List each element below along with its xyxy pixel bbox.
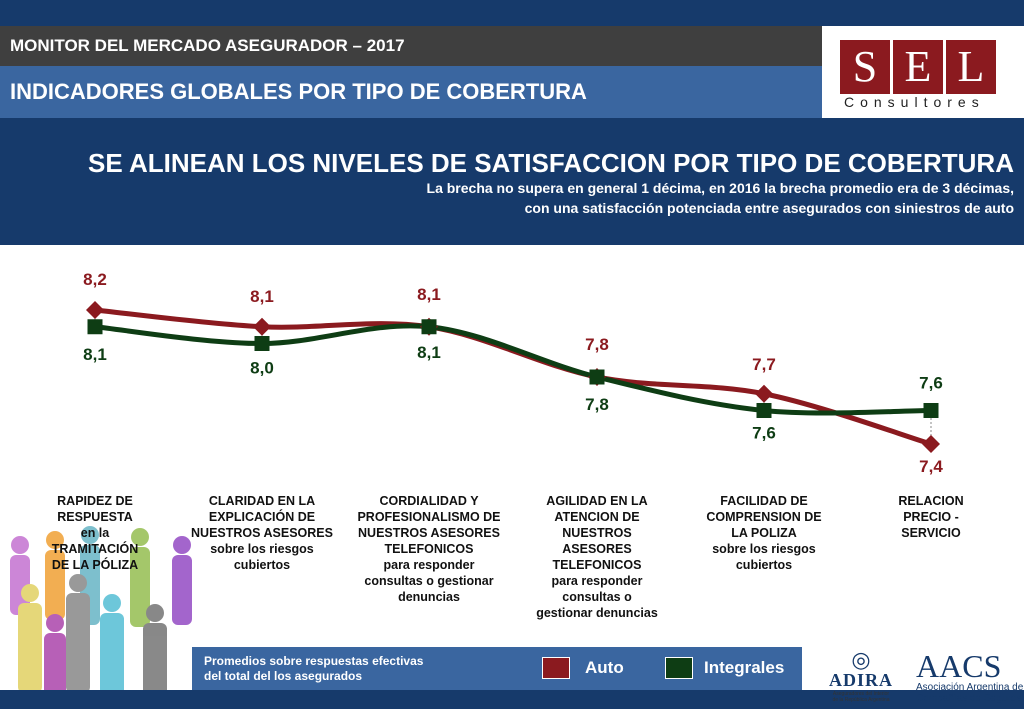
logo-letter-l: L [946,40,996,94]
category-label: CLARIDAD EN LA EXPLICACIÓN DE NUESTROS ASE… [177,493,347,573]
integrales-point [87,319,103,335]
category-label-line: AGILIDAD EN LA [546,494,648,508]
legend-note-line-2: del total del los asegurados [204,669,363,683]
report-title: MONITOR DEL MERCADO ASEGURADOR – 2017 [0,26,822,66]
category-label-line: cubiertos [735,558,793,572]
auto-data-label: 7,8 [585,335,609,354]
aacs-name: AACS [916,648,1002,684]
category-label-line: PRECIO - [903,510,959,524]
auto-data-label: 7,4 [919,457,943,476]
headline-line-2: con una satisfacción potenciada entre as… [524,200,1014,216]
category-label: RAPIDEZ DE RESPUESTA en la TRAMITACIÓN DE LA… [10,493,180,573]
headline-line-1: La brecha no supera en general 1 décima,… [426,180,1014,196]
category-label-line: CORDIALIDAD Y [379,494,479,508]
category-label-line: PROFESIONALISMO DE [357,510,501,524]
category-label-line: TRAMITACIÓN [51,542,139,556]
integrales-data-label: 8,1 [83,345,107,364]
adira-logo: ◎ ADIRA Aseguradores del Interior de la … [816,647,906,708]
adira-emblem-icon: ◎ [851,647,871,672]
category-label-line: DE LA PÓLIZA [51,558,139,572]
category-label-line: ATENCION DE [554,510,640,524]
top-bar [0,0,1024,26]
category-label-line: consultas o gestionar [364,574,494,588]
category-label-line: NUESTROS [562,526,632,540]
category-label-line: TELEFONICOS [552,558,642,572]
adira-sub-2: de la República Argentina [832,697,890,703]
category-label-line: gestionar denuncias [536,606,658,620]
legend-label-integrales: Integrales [704,658,785,677]
adira-sub-1: Aseguradores del Interior [832,691,890,697]
category-label-line: COMPRENSION DE [706,510,822,524]
auto-data-label: 8,2 [83,270,107,289]
legend-label-auto: Auto [585,658,624,677]
category-label-line: EXPLICACIÓN DE [208,510,316,524]
integrales-data-label: 8,1 [417,343,441,362]
legend-note-line-1: Promedios sobre respuestas efectivas [204,654,424,668]
adira-name: ADIRA [828,670,893,690]
headline-title: SE ALINEAN LOS NIVELES DE SATISFACCION P… [88,148,1014,178]
category-label-line: NUESTROS ASESORES [358,526,500,540]
satisfaction-line-chart: 8,2 8,1 8,1 7,8 7,7 7,4 8,1 8,0 8,1 7,8 7,6 7,6 [83,270,943,476]
integrales-data-label: 7,8 [585,395,609,414]
category-label-line: SERVICIO [901,526,961,540]
category-label: AGILIDAD EN LA ATENCION DE NUESTROS ASESORE… [512,493,682,621]
integrales-point [756,403,772,418]
category-label: FACILIDAD DE COMPRENSION DE LA POLIZA sobre… [679,493,849,573]
legend-swatch-auto [542,657,570,679]
category-label-line: ASESORES [562,542,632,556]
category-label-line: sobre los riesgos [712,542,816,556]
series-line-integrales [92,323,934,416]
legend-swatch-integrales [665,657,693,679]
series-line-auto [92,307,934,447]
integrales-point [923,403,939,418]
aacs-sub-2: Compañías de Seguros [916,693,1022,704]
category-label: CORDIALIDAD Y PROFESIONALISMO DE NUESTROS … [344,493,514,605]
report-subtitle: INDICADORES GLOBALES POR TIPO DE COBERTU… [0,66,822,118]
auto-data-label: 7,7 [752,355,776,374]
logo-letter-e: E [893,40,943,94]
people-illustration [10,526,192,709]
integrales-point [254,336,270,351]
category-label-line: CLARIDAD EN LA [208,494,316,508]
auto-data-label: 8,1 [417,285,441,304]
legend: Promedios sobre respuestas efectivas del… [192,647,802,690]
category-label-line: para responder [383,558,475,572]
category-label-line: en la [80,526,110,540]
category-label-line: LA POLIZA [731,526,797,540]
logo-letter-s: S [840,40,890,94]
category-label-line: RAPIDEZ DE [57,494,133,508]
aacs-sub-1: Asociación Argentina de [916,682,1024,693]
footer-strip [0,690,1024,709]
auto-point [253,317,271,336]
integrales-data-label: 7,6 [919,374,943,393]
integrales-data-label: 7,6 [752,424,776,443]
category-label-line: sobre los riesgos [210,542,314,556]
category-label-line: denuncias [398,590,460,604]
sel-logo: S E L Consultores [822,26,1024,118]
category-label-line: FACILIDAD DE [720,494,808,508]
logo-subtitle: Consultores [844,94,985,110]
category-label-line: RELACION [898,494,964,508]
category-label-line: para responder [551,574,643,588]
integrales-data-label: 8,0 [250,359,274,378]
legend-note: Promedios sobre respuestas efectivas del… [204,654,423,684]
category-label-line: consultas o [562,590,632,604]
category-label-line: cubiertos [233,558,291,572]
category-label-line: RESPUESTA [57,510,133,524]
auto-point [922,435,940,453]
auto-point [755,384,773,403]
aacs-logo: AACS Asociación Argentina de Compañías d… [916,650,1024,708]
category-label: RELACION PRECIO - SERVICIO [846,493,1016,541]
integrales-point [421,319,437,335]
auto-point [86,301,104,319]
auto-data-label: 8,1 [250,287,274,306]
integrales-point [589,369,605,385]
headline-banner: SE ALINEAN LOS NIVELES DE SATISFACCION P… [0,118,1024,245]
category-label-line: TELEFONICOS [384,542,474,556]
category-label-line: NUESTROS ASESORES [191,526,333,540]
